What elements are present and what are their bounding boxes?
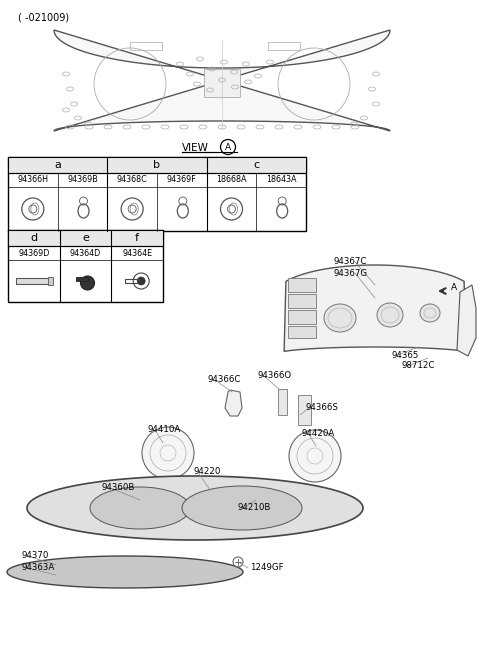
Text: d: d — [30, 233, 37, 243]
Text: A: A — [451, 284, 457, 293]
Text: 94364D: 94364D — [70, 248, 101, 257]
Bar — [75, 277, 87, 281]
Circle shape — [142, 427, 194, 479]
Text: b: b — [154, 160, 160, 170]
Text: 98712C: 98712C — [402, 362, 435, 371]
Text: e: e — [82, 233, 89, 243]
Ellipse shape — [377, 303, 403, 327]
Bar — [8, 230, 163, 246]
Polygon shape — [27, 476, 363, 540]
Bar — [288, 294, 316, 308]
Text: 94410A: 94410A — [148, 426, 181, 434]
Text: 94366S: 94366S — [305, 403, 338, 411]
Text: A: A — [225, 143, 231, 151]
Bar — [288, 310, 316, 324]
Bar — [204, 69, 240, 97]
Ellipse shape — [182, 486, 302, 530]
Bar — [288, 278, 316, 292]
Bar — [130, 42, 162, 50]
Text: 94363A: 94363A — [22, 563, 55, 572]
Polygon shape — [435, 286, 446, 296]
Bar — [16, 278, 52, 284]
Text: 94366H: 94366H — [17, 176, 48, 185]
Polygon shape — [54, 30, 390, 131]
Text: c: c — [253, 160, 259, 170]
Text: 94210B: 94210B — [237, 504, 270, 512]
Polygon shape — [7, 556, 243, 588]
Circle shape — [81, 276, 95, 290]
Polygon shape — [457, 285, 476, 356]
Bar — [298, 395, 311, 425]
Bar — [48, 277, 53, 285]
Text: VIEW: VIEW — [182, 143, 209, 153]
Ellipse shape — [420, 304, 440, 322]
Text: 94366O: 94366O — [258, 371, 292, 381]
Text: 94369F: 94369F — [167, 176, 197, 185]
Text: f: f — [135, 233, 139, 243]
Circle shape — [137, 277, 145, 285]
Text: 94364E: 94364E — [122, 248, 152, 257]
Text: 94366C: 94366C — [208, 375, 241, 384]
Text: 94220: 94220 — [193, 468, 220, 476]
Bar — [8, 157, 306, 231]
Text: 94365: 94365 — [392, 350, 420, 360]
Text: ( -021009): ( -021009) — [18, 13, 69, 23]
Polygon shape — [284, 265, 466, 351]
Text: 94360B: 94360B — [102, 483, 135, 491]
Text: 18668A: 18668A — [216, 176, 247, 185]
Bar — [8, 230, 163, 302]
Circle shape — [289, 430, 341, 482]
Text: 94370: 94370 — [22, 552, 49, 561]
Text: a: a — [54, 160, 61, 170]
Bar — [268, 42, 300, 50]
Text: 94369D: 94369D — [18, 248, 49, 257]
Bar — [288, 326, 316, 338]
Bar — [8, 157, 306, 173]
Ellipse shape — [324, 304, 356, 332]
Polygon shape — [225, 390, 242, 416]
Text: 1249GF: 1249GF — [250, 563, 284, 572]
Text: 94368C: 94368C — [117, 176, 147, 185]
Text: 94367C: 94367C — [333, 257, 366, 267]
Text: 94369B: 94369B — [67, 176, 98, 185]
Text: 18643A: 18643A — [266, 176, 297, 185]
Bar — [278, 389, 287, 415]
Text: 94367G: 94367G — [333, 269, 367, 278]
Text: 94420A: 94420A — [302, 428, 335, 438]
Ellipse shape — [90, 487, 190, 529]
Bar — [125, 279, 139, 283]
